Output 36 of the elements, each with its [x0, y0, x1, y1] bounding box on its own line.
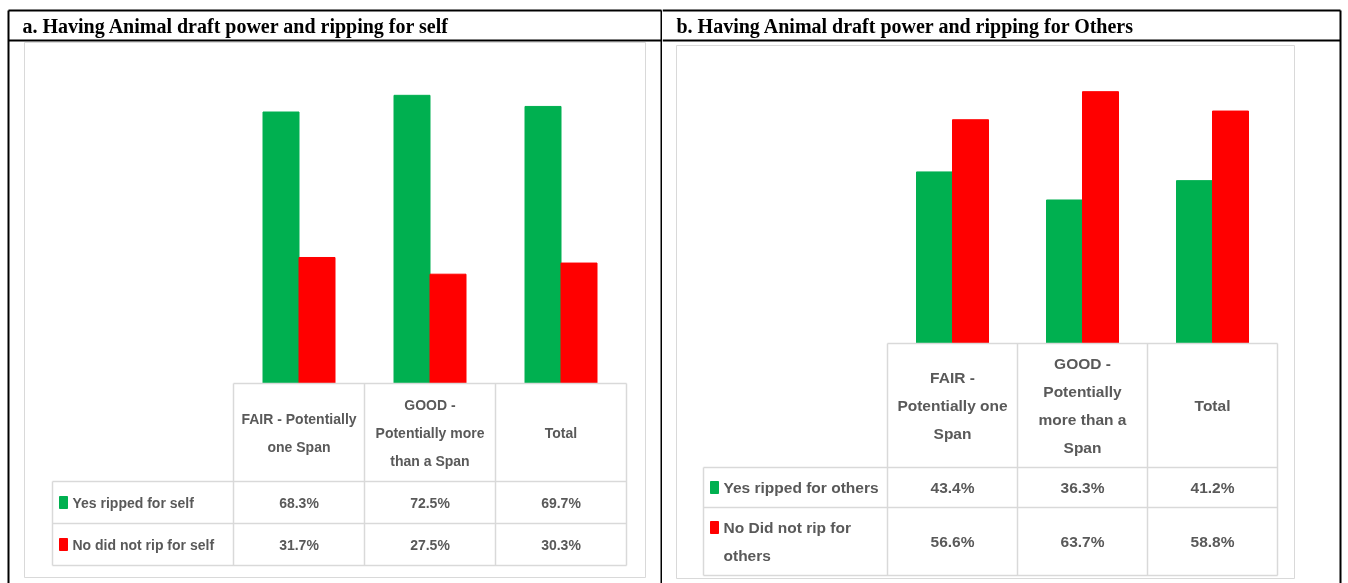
- data-label: 43.4%: [930, 479, 975, 496]
- data-label: 30.3%: [541, 536, 582, 553]
- data-label: 72.5%: [410, 494, 451, 511]
- bar: [916, 171, 953, 344]
- data-label: 27.5%: [410, 536, 451, 553]
- bar: [952, 119, 989, 344]
- legend-label: Yes ripped for others: [723, 479, 879, 496]
- bar: [524, 105, 562, 384]
- x-tick-label: Total: [1194, 397, 1231, 414]
- x-tick-label: GOOD - Potentially more than a Span: [375, 396, 485, 469]
- bar: [298, 256, 336, 384]
- x-tick-label: Total: [544, 424, 578, 441]
- legend-label: Yes ripped for self: [72, 494, 195, 511]
- data-label: 36.3%: [1060, 479, 1105, 496]
- data-label: 31.7%: [279, 536, 320, 553]
- bar: [1212, 110, 1249, 344]
- data-label: 69.7%: [541, 494, 582, 511]
- bar: [560, 262, 598, 384]
- legend-label: No did not rip for self: [72, 536, 215, 553]
- chart-title: b. Having Animal draft power and ripping for Others: [676, 14, 1134, 38]
- bar: [429, 273, 467, 384]
- bar: [1046, 199, 1083, 344]
- bar: [1176, 180, 1213, 344]
- x-tick-label: FAIR - Potentially one Span: [241, 410, 357, 455]
- data-label: 63.7%: [1060, 533, 1105, 550]
- data-label: 58.8%: [1190, 533, 1235, 550]
- x-tick-label: GOOD - Potentially more than a Span: [1038, 355, 1127, 456]
- data-label: 56.6%: [930, 533, 975, 550]
- x-tick-label: FAIR - Potentially one Span: [897, 369, 1008, 442]
- bar: [1082, 91, 1119, 344]
- bar: [393, 94, 431, 384]
- data-label: 41.2%: [1190, 479, 1235, 496]
- data-label: 68.3%: [279, 494, 320, 511]
- chart-title: a. Having Animal draft power and ripping for self: [22, 14, 449, 38]
- bar: [262, 111, 300, 384]
- legend-label: No Did not rip for others: [723, 519, 851, 564]
